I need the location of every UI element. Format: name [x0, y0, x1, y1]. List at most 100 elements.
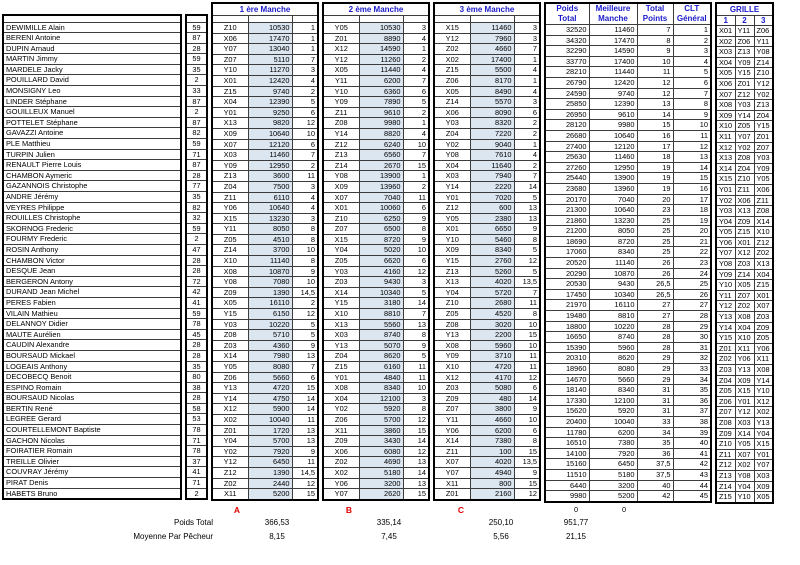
grille-cell: Y08 — [734, 469, 755, 482]
overall-rank-cell: 6 — [672, 76, 712, 89]
table-row: Z10 2680 11 — [433, 297, 541, 310]
total-points-cell: 28 — [636, 331, 674, 343]
total-weight-cell: 18960 — [544, 363, 590, 375]
rank-cell: 12 — [291, 308, 319, 320]
grille-cell: X12 — [715, 141, 736, 154]
table-row: Z01 1720 13 — [211, 424, 319, 437]
best-round-cell: 8050 — [588, 225, 638, 237]
table-row: Y06 10640 4 — [211, 202, 319, 214]
total-points-cell: 19 — [636, 182, 674, 195]
manche1-table: 1 ère Manche Z10 10530 1 X06 17470 1 Y07 13040 1… — [211, 2, 319, 501]
overall-rank-cell: 10 — [672, 119, 712, 131]
peg-cell: Z02 — [322, 456, 360, 468]
weight-cell: 11460 — [247, 149, 293, 161]
table-row: Z03 4360 9 — [211, 339, 319, 352]
peg-cell: Y07 — [433, 466, 471, 479]
weight-cell: 4840 — [358, 371, 404, 384]
total-points-cell: 26 — [636, 267, 674, 280]
grille-cell: X09 — [753, 480, 774, 493]
table-row: Y11 4660 10 — [433, 413, 541, 426]
weight-cell: 7380 — [469, 435, 515, 447]
grille-cell: Y15 — [753, 120, 774, 132]
weight-cell: 6620 — [358, 255, 404, 267]
total-points-cell: 34 — [636, 426, 674, 439]
table-row: X05 8490 4 — [433, 85, 541, 98]
rank-cell: 9 — [291, 265, 319, 278]
angler-name-cell: GOUILLEUX Manuel — [2, 106, 182, 118]
weight-cell: 5720 — [469, 286, 515, 299]
grille-cell: X05 — [734, 279, 755, 291]
best-round-cell: 12950 — [588, 161, 638, 174]
grille-cell: Z13 — [753, 99, 774, 111]
table-row: 2 — [185, 74, 208, 87]
rank-cell: 11 — [513, 297, 541, 310]
weight-cell: 2440 — [247, 477, 293, 490]
grille-cell: Y14 — [734, 109, 755, 122]
angler-name-cell: ANDRE Jérémy — [2, 191, 182, 203]
table-row: Y15 6150 12 — [211, 308, 319, 320]
angler-name-cell: MONSIGNY Leo — [2, 85, 182, 97]
peg-cell: X01 — [433, 223, 471, 235]
best-round-cell: 8340 — [588, 246, 638, 259]
rank-cell: 8 — [513, 308, 541, 320]
table-row: Z06 8170 1 — [433, 74, 541, 87]
weight-cell: 5660 — [247, 371, 293, 384]
rank-cell: 7 — [402, 74, 430, 87]
weight-cell: 2620 — [358, 488, 404, 501]
peg-cell: X12 — [211, 403, 249, 415]
total-weight-cell: 20290 — [544, 267, 590, 280]
table-row: X14 Z04 Y09 — [715, 162, 774, 175]
grille-cell: Z02 — [753, 247, 774, 260]
table-row: Z04 7500 3 — [211, 180, 319, 193]
weight-cell: 4360 — [247, 339, 293, 352]
rank-cell: 10 — [513, 413, 541, 426]
table-row: 32520 11460 7 1 — [544, 24, 712, 36]
table-row: TURPIN Julien — [2, 148, 182, 161]
table-row: 82 — [185, 201, 208, 214]
table-row: 18140 8340 31 35 — [544, 384, 712, 396]
angler-name-cell: CHAMBON Victor — [2, 254, 182, 267]
rank-cell: 14,5 — [291, 466, 319, 479]
table-row: Y06 6200 6 — [433, 424, 541, 437]
total-points-cell: 9 — [636, 45, 674, 57]
grille-cell: Y08 — [715, 258, 736, 270]
table-row: Y03 8320 2 — [433, 117, 541, 129]
angler-name-cell: COUVRAY Jérémy — [2, 466, 182, 479]
peg-cell: X03 — [433, 170, 471, 182]
peg-cell: Y14 — [322, 127, 360, 140]
peg-cell: Z04 — [322, 350, 360, 362]
grille-cell: Z11 — [734, 183, 755, 196]
peg-cell: Z03 — [322, 276, 360, 288]
total-weight-cell: 20400 — [544, 415, 590, 428]
rank-cell: 11 — [291, 170, 319, 182]
rank-cell: 5 — [402, 350, 430, 362]
peg-cell: Y01 — [322, 371, 360, 384]
peg-cell: Z02 — [433, 43, 471, 55]
angler-name-cell: GACHON Nicolas — [2, 434, 182, 447]
weight-cell: 13960 — [358, 180, 404, 193]
grille-cell: X01 — [715, 25, 736, 37]
peg-cell: Z05 — [211, 233, 249, 246]
total-points-cell: 26,5 — [636, 288, 674, 301]
weight-cell: 5960 — [469, 339, 515, 352]
peg-cell: Z04 — [211, 180, 249, 193]
table-row: X06 Z01 Y12 — [715, 77, 774, 90]
table-row: Y11 8050 8 — [211, 223, 319, 235]
peg-cell: X03 — [322, 329, 360, 341]
table-row: Z12 600 13 — [433, 202, 541, 214]
weight-cell: 10870 — [247, 265, 293, 278]
weight-cell: 2680 — [469, 297, 515, 310]
total-points-cell: 29 — [636, 373, 674, 386]
table-row: X09 Y14 Z04 — [715, 109, 774, 122]
angler-name-cell: ROSIN Anthony — [2, 243, 182, 256]
rank-cell: 8 — [402, 329, 430, 341]
weight-cell: 10640 — [247, 127, 293, 140]
table-row: X01 10060 6 — [322, 202, 430, 214]
grille-cell: Y05 — [753, 173, 774, 185]
club-number-cell: 71 — [185, 477, 208, 489]
table-row: 35 — [185, 191, 208, 203]
rank-cell: 5 — [402, 96, 430, 108]
table-row: ROUILLES Christophe — [2, 212, 182, 224]
peg-cell: Y13 — [433, 329, 471, 341]
table-row: Z05 6620 6 — [322, 255, 430, 267]
